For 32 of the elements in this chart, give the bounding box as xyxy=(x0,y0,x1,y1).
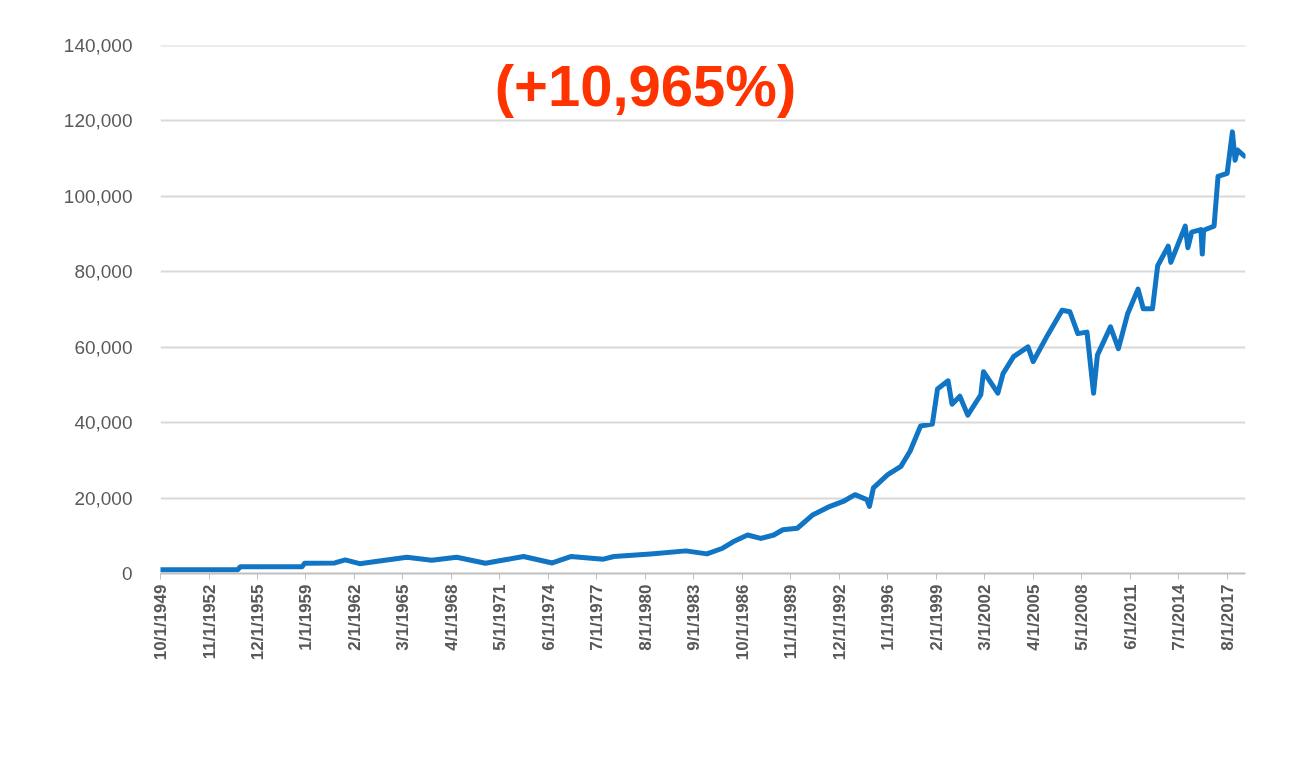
y-tick-label: 0 xyxy=(121,563,133,584)
x-tick-label: 12/1/1955 xyxy=(247,584,267,661)
x-tick-label: 4/1/2005 xyxy=(1023,584,1043,651)
x-tick-label: 6/1/2011 xyxy=(1120,584,1140,650)
x-tick-label: 6/1/1974 xyxy=(538,583,558,651)
y-tick-label: 60,000 xyxy=(74,336,133,358)
x-tick-label: 5/1/2008 xyxy=(1072,584,1092,651)
y-tick-label: 40,000 xyxy=(74,412,133,434)
x-tick-label: 7/1/1977 xyxy=(587,584,607,651)
x-tick-label: 3/1/1965 xyxy=(393,584,413,651)
y-tick-label: 80,000 xyxy=(74,261,133,283)
x-tick-label: 2/1/1999 xyxy=(926,584,946,651)
x-tick-label: 4/1/1968 xyxy=(441,584,461,651)
x-tick-label: 1/1/1996 xyxy=(878,584,898,651)
y-tick-label: 120,000 xyxy=(63,110,133,132)
x-tick-label: 1/1/1959 xyxy=(296,584,316,651)
x-tick-label: 3/1/2002 xyxy=(975,584,995,651)
x-tick-label: 11/1/1952 xyxy=(199,584,219,660)
y-tick-label: 20,000 xyxy=(74,487,133,509)
x-tick-label: 8/1/1980 xyxy=(635,584,655,651)
chart-title: (+10,965%) xyxy=(494,53,797,119)
x-tick-label: 12/1/1992 xyxy=(829,584,849,661)
y-tick-label: 100,000 xyxy=(63,185,133,207)
x-tick-label: 7/1/2014 xyxy=(1169,583,1189,651)
x-tick-label: 8/1/2017 xyxy=(1217,584,1237,651)
x-tick-label: 2/1/1962 xyxy=(344,584,364,651)
x-tick-label: 11/1/1989 xyxy=(781,584,801,660)
x-tick-label: 5/1/1971 xyxy=(490,584,510,651)
y-tick-label: 140,000 xyxy=(63,35,133,56)
x-tick-label: 10/1/1949 xyxy=(151,584,170,661)
x-tick-label: 9/1/1983 xyxy=(684,584,704,651)
x-tick-label: 10/1/1986 xyxy=(732,584,752,661)
